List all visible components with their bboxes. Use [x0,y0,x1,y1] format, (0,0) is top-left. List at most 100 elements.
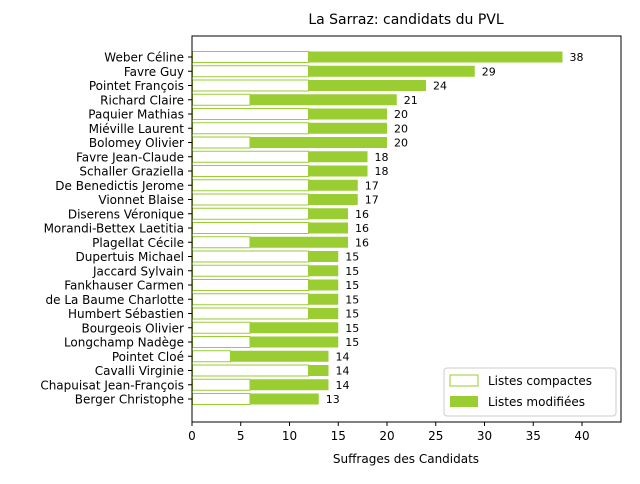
bar-listes-modifiees [309,194,358,205]
legend-label-modifiees: Listes modifiées [488,395,585,409]
bar-value-label: 15 [345,265,359,278]
x-tick-label: 40 [574,429,589,443]
bar-listes-compactes [192,293,309,306]
bar-listes-compactes [192,279,309,291]
bar-listes-compactes [192,93,251,106]
y-tick-label: Richard Claire [100,93,184,107]
bar-value-label: 17 [365,194,379,207]
bar-value-label: 24 [433,80,447,93]
bar-listes-modifiees [250,236,348,248]
bar-listes-compactes [192,122,309,135]
y-tick-label: Chapuisat Jean-François [40,378,184,392]
y-tick-label: de La Baume Charlotte [46,293,185,307]
bar-listes-modifiees [250,94,397,106]
bar-listes-modifiees [309,151,368,163]
bar-listes-compactes [192,307,309,320]
bar-value-label: 16 [355,208,369,221]
bar-value-label: 14 [336,350,350,363]
bar-value-label: 18 [375,165,389,178]
bar-listes-modifiees [309,251,339,262]
bar-listes-compactes [192,378,251,391]
bar-value-label: 29 [482,65,496,78]
y-tick-label: Berger Christophe [75,393,184,407]
bar-listes-modifiees [309,308,339,319]
bar-listes-compactes [192,321,251,334]
bar-listes-compactes [192,165,309,177]
x-axis-label: Suffrages des Candidats [333,452,479,466]
y-tick-label: Fankhauser Carmen [64,279,184,293]
plot-frame [191,35,622,423]
x-tick-label: 20 [379,429,394,443]
bar-listes-modifiees [250,393,319,405]
bar-listes-modifiees [309,208,348,220]
y-tick-label: Vionnet Blaise [98,193,184,207]
bar-listes-modifiees [231,350,329,362]
bar-listes-modifiees [250,336,339,348]
y-tick-label: Humbert Sébastien [68,307,184,321]
bar-value-label: 15 [345,293,359,306]
x-tick-label: 30 [477,429,492,443]
bar-listes-compactes [192,393,251,405]
bar-listes-compactes [192,65,309,78]
chart-title: La Sarraz: candidats du PVL [308,12,504,28]
bar-listes-modifiees [309,222,348,234]
bar-listes-modifiees [309,122,387,134]
y-tick-label: Weber Céline [104,51,184,65]
bar-value-label: 15 [345,308,359,321]
y-tick-label: Favre Guy [124,65,184,79]
x-axis-group: 0 5 10 15 20 25 30 35 40 [188,422,590,443]
bar-listes-modifiees [309,51,563,63]
bar-value-label: 17 [365,179,379,192]
x-tick-label: 0 [188,429,196,443]
y-tick-label: Bourgeois Olivier [81,321,184,335]
bar-listes-compactes [192,136,251,149]
bar-listes-compactes [192,79,309,92]
bar-listes-modifiees [309,80,426,91]
bar-value-label: 16 [355,222,369,235]
bar-value-label: 38 [570,51,584,64]
bar-listes-compactes [192,179,309,192]
bar-value-label: 20 [394,108,408,121]
bar-listes-modifiees [309,179,358,191]
bar-value-label: 18 [375,151,389,164]
bar-value-label: 15 [345,279,359,292]
y-tick-label: Favre Jean-Claude [76,150,184,164]
bar-value-label: 15 [345,251,359,264]
bar-listes-compactes [192,350,231,363]
bar-listes-compactes [192,236,251,249]
bar-value-label: 15 [345,322,359,335]
bar-listes-compactes [192,222,309,234]
bar-listes-modifiees [250,379,329,391]
bar-listes-modifiees [309,108,387,120]
x-tick-label: 15 [331,429,346,443]
x-tick-label: 35 [526,429,541,443]
y-tick-label: Cavalli Virginie [95,364,184,378]
bar-value-label: 13 [326,393,340,406]
x-tick-label: 5 [237,429,245,443]
bars-group [192,51,563,405]
y-tick-label: Dupertuis Michael [76,250,184,264]
y-tick-label: Bolomey Olivier [89,136,184,150]
y-tick-label: Miéville Laurent [89,122,185,136]
y-tick-label: Jaccard Sylvain [92,264,184,278]
bar-value-label: 14 [336,379,350,392]
bar-listes-modifiees [309,365,329,376]
y-tick-label: Plagellat Cécile [92,236,184,250]
bar-value-label: 14 [336,365,350,378]
bar-listes-compactes [192,264,309,277]
y-tick-label: Diserens Véronique [68,207,184,221]
bar-listes-modifiees [309,279,339,291]
bar-listes-modifiees [250,137,387,148]
x-tick-label: 10 [282,429,297,443]
bar-listes-compactes [192,150,309,163]
bar-listes-compactes [192,193,309,206]
bar-listes-modifiees [309,65,475,77]
legend-box [443,367,617,417]
legend-label-compactes: Listes compactes [488,374,592,388]
x-tick-label: 25 [428,429,443,443]
bar-listes-modifiees [309,293,339,305]
y-tick-label: Paquier Mathias [88,108,184,122]
